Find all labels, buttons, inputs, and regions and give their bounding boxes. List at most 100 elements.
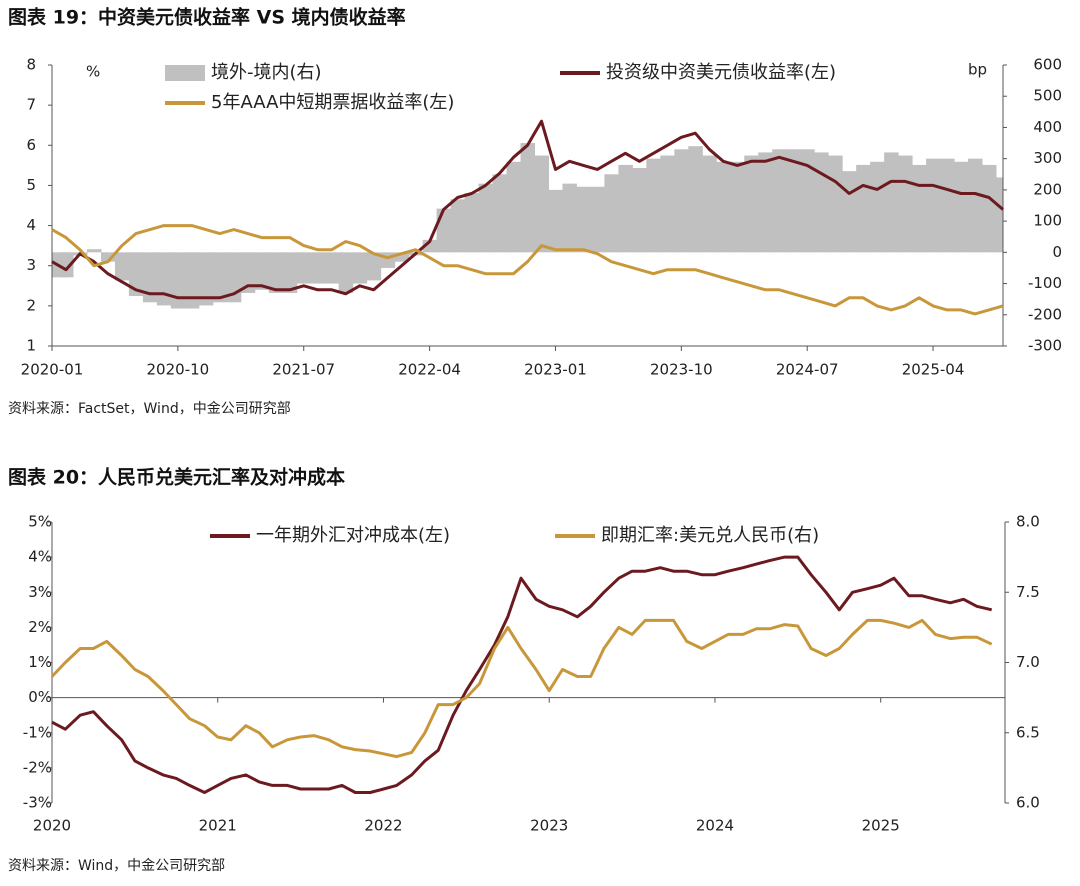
bar <box>842 171 857 253</box>
bar <box>170 252 186 309</box>
y2-tick-label: 500 <box>1033 87 1062 105</box>
y-unit: % <box>86 63 100 81</box>
y-tick-label: 3 <box>26 256 36 274</box>
bar <box>436 208 452 253</box>
source-note: 资料来源：Wind，中金公司研究部 <box>8 858 225 874</box>
bar <box>618 164 633 253</box>
bar <box>352 252 368 284</box>
y2-tick-label: 6.0 <box>1016 794 1040 812</box>
bar <box>520 143 535 253</box>
x-tick-label: 2021 <box>199 817 237 835</box>
legend-label: 5年AAA中短期票据收益率(左) <box>211 92 454 113</box>
bar <box>296 252 312 284</box>
bar <box>828 155 843 253</box>
bar <box>604 174 619 253</box>
bar <box>632 168 647 253</box>
y2-unit: bp <box>968 61 987 79</box>
bar <box>884 152 899 253</box>
bar <box>758 152 773 253</box>
chart-title: 图表 20：人民币兑美元汇率及对冲成本 <box>8 466 345 489</box>
bar <box>954 161 969 253</box>
x-tick-label: 2023-01 <box>524 361 587 379</box>
bar <box>590 186 605 253</box>
bar <box>114 252 130 281</box>
series-line <box>51 555 993 794</box>
bar <box>870 161 885 253</box>
bar <box>716 161 731 253</box>
bar <box>184 252 200 309</box>
x-tick-label: 2024-07 <box>776 361 839 379</box>
bar <box>268 252 284 293</box>
y2-tick-label: 7.5 <box>1016 583 1040 601</box>
bar <box>450 199 466 253</box>
bar <box>562 183 577 253</box>
bar <box>912 164 927 253</box>
bar <box>800 149 815 253</box>
x-tick-label: 2020-10 <box>147 361 210 379</box>
bar <box>128 252 144 297</box>
bar <box>506 161 522 253</box>
bar <box>226 252 242 303</box>
bar <box>688 146 703 253</box>
bar <box>576 186 591 253</box>
bar <box>548 189 563 253</box>
x-tick-label: 2025-04 <box>902 361 965 379</box>
y-tick-label: 8 <box>26 56 36 74</box>
bar <box>646 158 661 253</box>
x-tick-label: 2023 <box>530 817 568 835</box>
bar <box>744 155 759 253</box>
y-tick-label: 4% <box>28 548 52 566</box>
x-tick-label: 2025 <box>862 817 900 835</box>
legend-label: 一年期外汇对冲成本(左) <box>256 525 450 546</box>
legend-label: 投资级中资美元债收益率(左) <box>606 62 836 83</box>
bar <box>310 252 326 284</box>
legend-label: 即期汇率:美元兑人民币(右) <box>601 525 819 546</box>
x-tick-label: 2024 <box>696 817 734 835</box>
y-tick-label: 3% <box>28 583 52 601</box>
bar <box>730 161 745 253</box>
bar <box>534 155 549 253</box>
y2-tick-label: -300 <box>1028 337 1062 355</box>
bar <box>674 149 689 253</box>
bar <box>856 164 871 253</box>
x-tick-label: 2023-10 <box>650 361 713 379</box>
bar <box>814 152 829 253</box>
bar <box>366 252 382 281</box>
bar <box>282 252 298 293</box>
y-tick-label: 5% <box>28 513 52 531</box>
series-line <box>51 224 1004 316</box>
bar <box>338 252 354 293</box>
series-line <box>51 119 1004 300</box>
y-tick-label: -3% <box>23 794 52 812</box>
y2-tick-label: 7.0 <box>1016 653 1040 671</box>
bar <box>968 158 983 253</box>
y2-tick-label: 200 <box>1033 180 1062 198</box>
bar <box>478 183 494 253</box>
y-tick-label: 2% <box>28 618 52 636</box>
y2-tick-label: -100 <box>1028 274 1062 292</box>
bar <box>86 249 102 253</box>
bar <box>940 158 955 253</box>
y-tick-label: 4 <box>26 216 36 234</box>
y-tick-label: -1% <box>23 723 52 741</box>
bar <box>142 252 158 303</box>
bar <box>996 177 1003 253</box>
source-note: 资料来源：FactSet，Wind，中金公司研究部 <box>8 401 291 417</box>
y2-tick-label: 100 <box>1033 212 1062 230</box>
y2-tick-label: -200 <box>1028 305 1062 323</box>
y2-tick-label: 600 <box>1033 56 1062 74</box>
y2-tick-label: 0 <box>1052 243 1062 261</box>
y-tick-label: -2% <box>23 758 52 776</box>
bar <box>898 155 913 253</box>
y2-tick-label: 8.0 <box>1016 513 1040 531</box>
bar <box>464 193 480 253</box>
chart-title: 图表 19：中资美元债收益率 VS 境内债收益率 <box>8 6 406 29</box>
y-tick-label: 7 <box>26 96 36 114</box>
bar <box>212 252 228 303</box>
bar <box>786 149 801 253</box>
y2-tick-label: 400 <box>1033 118 1062 136</box>
bar <box>394 252 410 262</box>
x-tick-label: 2022 <box>364 817 402 835</box>
